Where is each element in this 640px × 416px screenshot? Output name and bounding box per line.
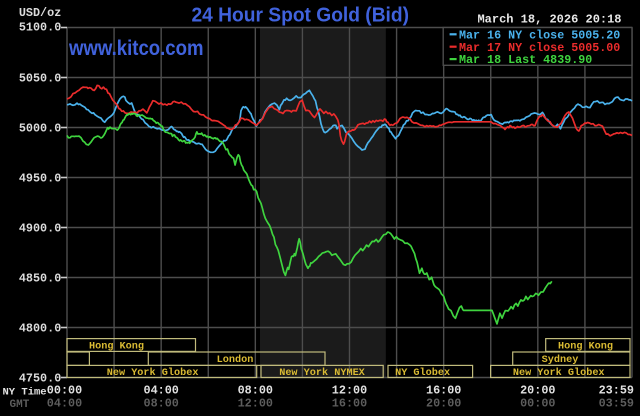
- svg-text:Mar 16 NY close 5005.20: Mar 16 NY close 5005.20: [459, 28, 620, 42]
- svg-text:Hong Kong: Hong Kong: [558, 342, 613, 353]
- svg-text:5050.0: 5050.0: [19, 72, 61, 86]
- svg-text:5100.0: 5100.0: [19, 21, 61, 35]
- svg-text:08:00: 08:00: [238, 384, 273, 398]
- svg-text:4800.0: 4800.0: [19, 322, 61, 336]
- svg-text:New York Globex: New York Globex: [107, 367, 199, 379]
- svg-text:Sydney: Sydney: [542, 354, 579, 366]
- svg-text:Mar 18 Last 4839.90: Mar 18 Last 4839.90: [459, 53, 592, 67]
- svg-text:12:00: 12:00: [238, 397, 273, 411]
- svg-text:March 18, 2026 20:18: March 18, 2026 20:18: [477, 12, 621, 26]
- svg-text:www.kitco.com: www.kitco.com: [68, 37, 203, 60]
- svg-text:NY Globex: NY Globex: [395, 367, 450, 379]
- svg-text:4850.0: 4850.0: [19, 272, 61, 286]
- svg-text:NY Time: NY Time: [3, 387, 47, 399]
- svg-text:4900.0: 4900.0: [19, 222, 61, 236]
- svg-text:4750.0: 4750.0: [19, 372, 61, 386]
- svg-text:Hong Kong: Hong Kong: [89, 342, 144, 353]
- svg-text:04:00: 04:00: [47, 397, 82, 411]
- svg-text:New York NYMEX: New York NYMEX: [279, 367, 365, 379]
- svg-text:GMT: GMT: [10, 399, 30, 411]
- svg-text:4950.0: 4950.0: [19, 172, 61, 186]
- svg-text:24 Hour Spot Gold (Bid): 24 Hour Spot Gold (Bid): [192, 5, 410, 27]
- svg-text:USD/oz: USD/oz: [19, 6, 61, 20]
- svg-text:London: London: [217, 354, 254, 366]
- svg-text:00:00: 00:00: [47, 384, 82, 398]
- svg-text:5000.0: 5000.0: [19, 122, 61, 136]
- svg-text:20:00: 20:00: [426, 397, 461, 411]
- svg-text:08:00: 08:00: [143, 397, 178, 411]
- svg-text:16:00: 16:00: [332, 397, 367, 411]
- svg-text:New York Globex: New York Globex: [513, 367, 605, 379]
- svg-text:Mar 17 NY close 5005.00: Mar 17 NY close 5005.00: [459, 41, 620, 55]
- svg-text:12:00: 12:00: [332, 384, 367, 398]
- svg-text:04:00: 04:00: [143, 384, 178, 398]
- svg-text:23:59: 23:59: [599, 384, 634, 398]
- svg-text:20:00: 20:00: [520, 384, 555, 398]
- svg-text:16:00: 16:00: [426, 384, 461, 398]
- svg-text:03:59: 03:59: [599, 397, 634, 411]
- svg-text:00:00: 00:00: [520, 397, 555, 411]
